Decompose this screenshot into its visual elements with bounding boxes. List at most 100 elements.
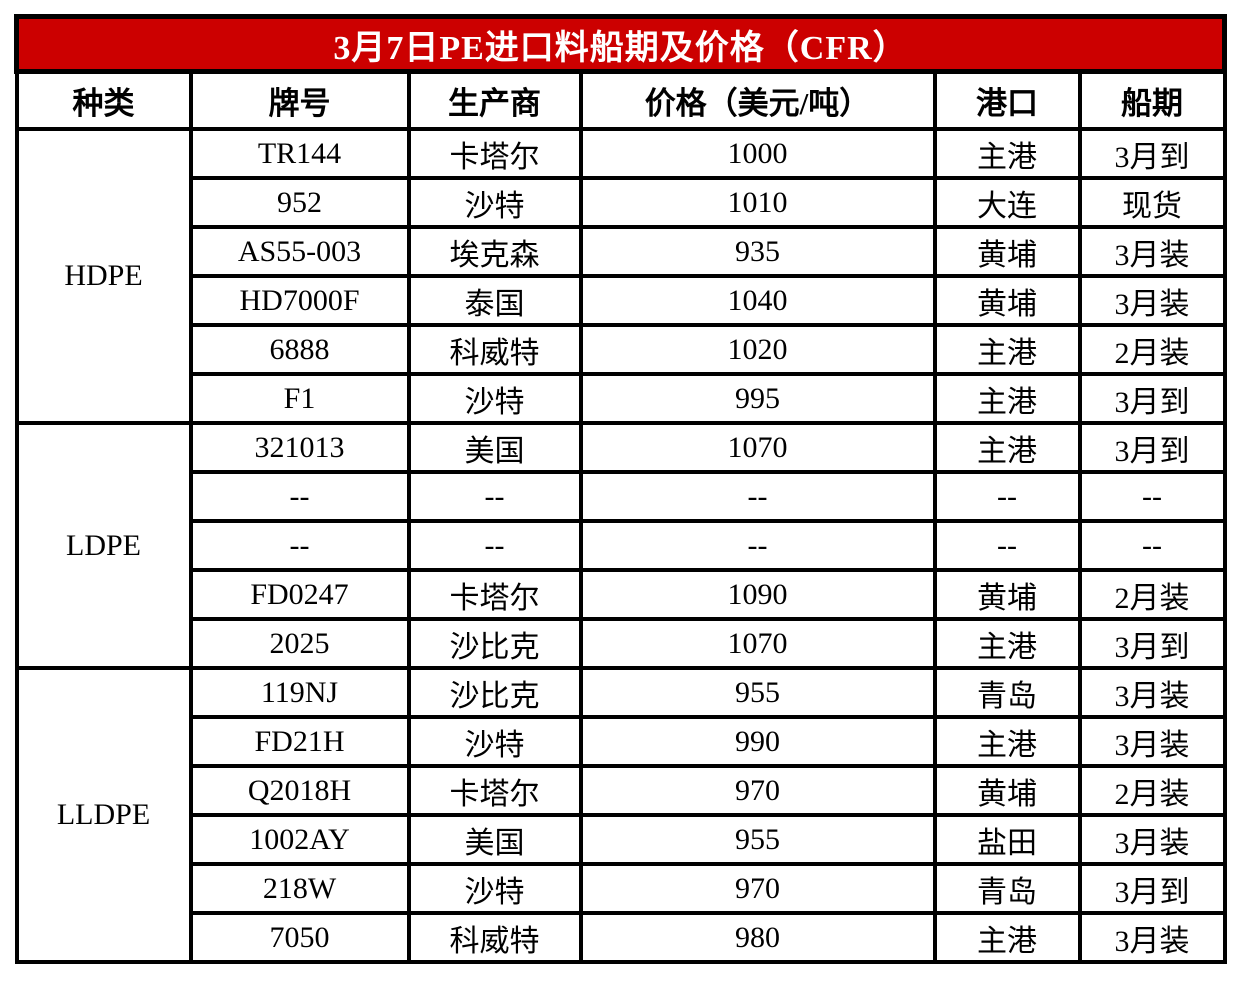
table-row: 6888 科威特 1020 主港 2月装 bbox=[17, 323, 1227, 376]
cell-shipment: 2月装 bbox=[1077, 323, 1227, 376]
cell-grade: F1 bbox=[188, 372, 411, 425]
cell-shipment: 3月装 bbox=[1077, 715, 1227, 768]
table-row: 1002AY 美国 955 盐田 3月装 bbox=[17, 813, 1227, 866]
cell-price: 995 bbox=[578, 372, 937, 425]
cell-port: -- bbox=[932, 470, 1082, 523]
table-title: 3月7日PE进口料船期及价格（CFR） bbox=[13, 14, 1228, 74]
table-row: -- -- -- -- -- bbox=[17, 519, 1227, 572]
table-row: LLDPE 119NJ 沙比克 955 青岛 3月装 bbox=[14, 666, 1227, 964]
table-row: FD0247 卡塔尔 1090 黄埔 2月装 bbox=[17, 568, 1227, 621]
cell-port: 大连 bbox=[932, 176, 1082, 229]
cell-grade: -- bbox=[188, 519, 411, 572]
cell-grade: 6888 bbox=[188, 323, 411, 376]
cell-producer: 沙比克 bbox=[406, 617, 583, 670]
cell-port: 盐田 bbox=[932, 813, 1082, 866]
group-label-ldpe: LDPE bbox=[14, 421, 193, 670]
cell-price: -- bbox=[578, 470, 937, 523]
cell-shipment: 现货 bbox=[1077, 176, 1227, 229]
column-header-grade: 牌号 bbox=[188, 69, 411, 131]
column-header-shipment: 船期 bbox=[1077, 69, 1227, 131]
cell-grade: FD21H bbox=[188, 715, 411, 768]
table-row: LDPE 321013 美国 1070 主港 3月到 bbox=[14, 421, 1227, 670]
cell-port: 主港 bbox=[932, 323, 1082, 376]
table-row: 7050 科威特 980 主港 3月装 bbox=[17, 911, 1227, 964]
column-header-port: 港口 bbox=[932, 69, 1082, 131]
cell-port: 主港 bbox=[932, 372, 1082, 425]
cell-port: -- bbox=[932, 519, 1082, 572]
cell-grade: 321013 bbox=[188, 421, 411, 474]
cell-grade: Q2018H bbox=[188, 764, 411, 817]
cell-price: 1040 bbox=[578, 274, 937, 327]
cell-shipment: 3月到 bbox=[1077, 617, 1227, 670]
cell-shipment: 3月装 bbox=[1077, 225, 1227, 278]
cell-price: 980 bbox=[578, 911, 937, 964]
table-row: FD21H 沙特 990 主港 3月装 bbox=[17, 715, 1227, 768]
cell-grade: 119NJ bbox=[188, 666, 411, 719]
column-header-type: 种类 bbox=[14, 69, 193, 131]
table-row: Q2018H 卡塔尔 970 黄埔 2月装 bbox=[17, 764, 1227, 817]
group-label-lldpe: LLDPE bbox=[14, 666, 193, 964]
cell-grade: HD7000F bbox=[188, 274, 411, 327]
cell-port: 主港 bbox=[932, 617, 1082, 670]
cell-port: 主港 bbox=[932, 715, 1082, 768]
cell-shipment: 3月到 bbox=[1077, 862, 1227, 915]
cell-grade: FD0247 bbox=[188, 568, 411, 621]
cell-shipment: 2月装 bbox=[1077, 764, 1227, 817]
table-row: 2025 沙比克 1070 主港 3月到 bbox=[17, 617, 1227, 670]
cell-shipment: 3月装 bbox=[1077, 666, 1227, 719]
cell-producer: 卡塔尔 bbox=[406, 127, 583, 180]
cell-port: 黄埔 bbox=[932, 568, 1082, 621]
cell-price: 1070 bbox=[578, 617, 937, 670]
column-header-producer: 生产商 bbox=[406, 69, 583, 131]
cell-producer: -- bbox=[406, 470, 583, 523]
table-header-row: 种类 牌号 生产商 价格（美元/吨） 港口 船期 bbox=[14, 69, 1227, 131]
cell-shipment: 3月装 bbox=[1077, 274, 1227, 327]
table-row: HD7000F 泰国 1040 黄埔 3月装 bbox=[17, 274, 1227, 327]
cell-shipment: -- bbox=[1077, 470, 1227, 523]
cell-producer: 沙特 bbox=[406, 372, 583, 425]
cell-price: 970 bbox=[578, 764, 937, 817]
cell-producer: 沙特 bbox=[406, 176, 583, 229]
cell-price: 970 bbox=[578, 862, 937, 915]
cell-port: 黄埔 bbox=[932, 274, 1082, 327]
cell-grade: 7050 bbox=[188, 911, 411, 964]
cell-producer: 泰国 bbox=[406, 274, 583, 327]
cell-grade: 2025 bbox=[188, 617, 411, 670]
cell-producer: 卡塔尔 bbox=[406, 568, 583, 621]
cell-producer: 沙比克 bbox=[406, 666, 583, 719]
table-row: 952 沙特 1010 大连 现货 bbox=[17, 176, 1227, 229]
cell-producer: 美国 bbox=[406, 421, 583, 474]
cell-producer: 美国 bbox=[406, 813, 583, 866]
table-row: HDPE TR144 卡塔尔 1000 主港 3月到 bbox=[14, 127, 1227, 425]
cell-port: 黄埔 bbox=[932, 764, 1082, 817]
cell-producer: 科威特 bbox=[406, 323, 583, 376]
table-row: AS55-003 埃克森 935 黄埔 3月装 bbox=[17, 225, 1227, 278]
cell-grade: 218W bbox=[188, 862, 411, 915]
table-row: 218W 沙特 970 青岛 3月到 bbox=[17, 862, 1227, 915]
cell-port: 青岛 bbox=[932, 862, 1082, 915]
cell-price: 1070 bbox=[578, 421, 937, 474]
cell-shipment: 3月装 bbox=[1077, 813, 1227, 866]
cell-producer: 沙特 bbox=[406, 715, 583, 768]
table-row: F1 沙特 995 主港 3月到 bbox=[17, 372, 1227, 425]
cell-price: 955 bbox=[578, 666, 937, 719]
cell-grade: AS55-003 bbox=[188, 225, 411, 278]
cell-price: 1090 bbox=[578, 568, 937, 621]
cell-shipment: 2月装 bbox=[1077, 568, 1227, 621]
cell-producer: -- bbox=[406, 519, 583, 572]
cell-price: 990 bbox=[578, 715, 937, 768]
cell-grade: TR144 bbox=[188, 127, 411, 180]
cell-producer: 科威特 bbox=[406, 911, 583, 964]
cell-port: 青岛 bbox=[932, 666, 1082, 719]
table-row: -- -- -- -- -- bbox=[17, 470, 1227, 523]
cell-price: 1020 bbox=[578, 323, 937, 376]
cell-shipment: 3月装 bbox=[1077, 911, 1227, 964]
cell-grade: 952 bbox=[188, 176, 411, 229]
cell-producer: 卡塔尔 bbox=[406, 764, 583, 817]
cell-price: 1000 bbox=[578, 127, 937, 180]
cell-grade: 1002AY bbox=[188, 813, 411, 866]
table-title-row: 3月7日PE进口料船期及价格（CFR） bbox=[13, 14, 1228, 74]
cell-shipment: 3月到 bbox=[1077, 372, 1227, 425]
cell-producer: 埃克森 bbox=[406, 225, 583, 278]
